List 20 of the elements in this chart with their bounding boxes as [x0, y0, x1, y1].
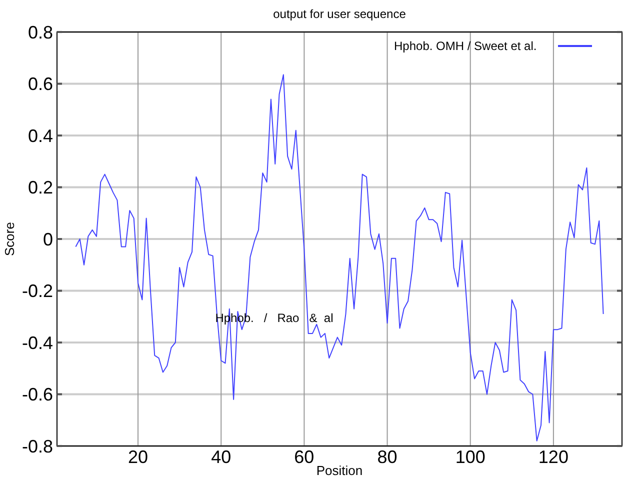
x-axis-title: Position [316, 463, 363, 478]
x-tick-label: 80 [377, 447, 398, 467]
x-tick-label: 20 [128, 447, 148, 467]
line-series [75, 74, 604, 442]
x-tick-label: 120 [538, 447, 568, 467]
y-tick-label: 0.8 [28, 22, 53, 42]
x-tick-label: 100 [455, 447, 486, 467]
y-tick-label: 0.2 [28, 178, 53, 198]
x-tick-label: 60 [294, 447, 314, 467]
x-tick-label: 40 [211, 447, 232, 467]
y-tick-label: 0.4 [28, 126, 53, 146]
y-axis-title: Score [2, 222, 17, 256]
y-tick-label: 0 [42, 229, 53, 250]
y-tick-label: -0.4 [22, 332, 53, 353]
y-tick-label: -0.6 [22, 384, 53, 405]
legend-label: Hphob. OMH / Sweet et al. [394, 39, 537, 53]
chart-title: output for user sequence [273, 7, 406, 21]
y-tick-label: 0.6 [28, 74, 53, 94]
y-tick-label: -0.8 [22, 436, 53, 456]
y-tick-label: -0.2 [22, 281, 53, 302]
